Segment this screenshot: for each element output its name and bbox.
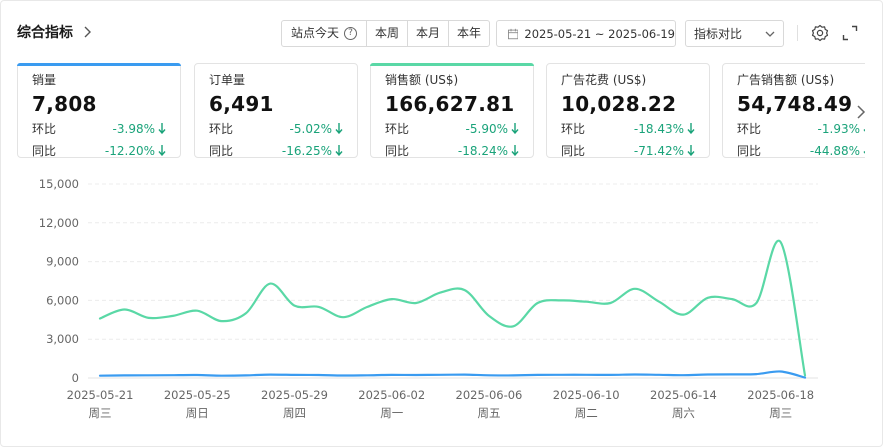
x-tick-weekday: 周三: [769, 406, 792, 420]
card-mom-row: 环比 -5.02%: [209, 120, 357, 137]
range-today-button[interactable]: 站点今天 ?: [282, 21, 366, 46]
card-yoy-value: -18.24%: [457, 143, 508, 158]
arrow-down-icon: [863, 129, 865, 132]
card-yoy-value: -71.42%: [633, 143, 684, 158]
card-value: 54,748.49: [737, 92, 853, 116]
x-tick-label: 2025-06-02: [358, 388, 425, 402]
card-yoy-row: 同比 -44.88%: [737, 142, 865, 159]
x-tick-label: 2025-06-10: [553, 388, 620, 402]
chevron-down-icon: [765, 31, 775, 37]
x-tick-weekday: 周一: [380, 406, 403, 420]
card-mom-row: 环比 -3.98%: [32, 120, 180, 137]
card-yoy-value: -44.88%: [809, 143, 860, 158]
x-tick-label: 2025-06-06: [456, 388, 523, 402]
help-icon[interactable]: ?: [344, 27, 358, 40]
gear-icon[interactable]: [811, 24, 829, 42]
toolbar-divider: [797, 25, 798, 41]
range-year-button[interactable]: 本年: [448, 21, 489, 46]
arrow-down-icon: [158, 123, 166, 134]
card-mom-value: -18.43%: [633, 121, 684, 136]
compare-select-value: 指标对比: [694, 27, 743, 41]
card-yoy-row: 同比 -12.20%: [32, 142, 180, 159]
series-line-0: [98, 239, 807, 377]
card-mom-row: 环比 -5.90%: [385, 120, 533, 137]
y-tick-label: 6,000: [46, 293, 79, 307]
card-label: 广告花费 (US$): [561, 73, 647, 87]
y-tick-label: 3,000: [46, 332, 79, 346]
x-tick-label: 2025-06-18: [747, 388, 814, 402]
card-mom-row: 环比 -1.93%: [737, 120, 865, 137]
date-range-picker[interactable]: 2025-05-21 ~ 2025-06-19: [496, 20, 676, 47]
card-mom-value: -5.02%: [289, 121, 332, 136]
arrow-down-icon: [863, 151, 865, 154]
x-tick-label: 2025-05-29: [261, 388, 328, 402]
card-yoy-value: -12.20%: [104, 143, 155, 158]
time-range-selector: 站点今天 ? 本周 本月 本年: [281, 20, 491, 47]
metric-card-sales-amount[interactable]: 销售额 (US$) 166,627.81 环比 -5.90% 同比 -18.24…: [370, 63, 534, 158]
y-tick-label: 15,000: [39, 177, 79, 191]
card-value: 166,627.81: [385, 92, 515, 116]
x-tick-weekday: 周五: [477, 406, 500, 420]
x-tick-weekday: 周二: [575, 406, 598, 420]
arrow-down-icon: [687, 145, 695, 156]
x-tick-label: 2025-06-14: [650, 388, 717, 402]
card-mom-row: 环比 -18.43%: [561, 120, 709, 137]
range-month-button[interactable]: 本月: [407, 21, 448, 46]
range-week-button[interactable]: 本周: [366, 21, 407, 46]
x-tick-weekday: 周四: [283, 406, 306, 420]
chevron-right-icon[interactable]: [855, 103, 867, 121]
panel-title: 综合指标: [17, 25, 73, 41]
y-tick-label: 9,000: [46, 255, 79, 269]
metric-card-ad-sales[interactable]: 广告销售额 (US$) 54,748.49 环比 -1.93% 同比 -44.8…: [722, 63, 865, 158]
card-label: 订单量: [209, 73, 246, 87]
card-mom-value: -1.93%: [817, 121, 860, 136]
card-value: 10,028.22: [561, 92, 677, 116]
x-tick-weekday: 周六: [672, 406, 695, 420]
series-line-1: [98, 370, 807, 379]
arrow-down-icon: [335, 123, 343, 134]
card-accent-bar: [17, 63, 181, 66]
metric-card-orders[interactable]: 订单量 6,491 环比 -5.02% 同比 -16.25%: [194, 63, 358, 158]
card-value: 7,808: [32, 92, 97, 116]
arrow-down-icon: [335, 145, 343, 156]
card-label: 广告销售额 (US$): [737, 73, 835, 87]
card-yoy-value: -16.25%: [281, 143, 332, 158]
metric-card-ad-spend[interactable]: 广告花费 (US$) 10,028.22 环比 -18.43% 同比 -71.4…: [546, 63, 710, 158]
arrow-down-icon: [511, 123, 519, 134]
line-chart: 15,000 12,000 9,000 6,000 3,000 0 2025-05-21 周三…: [39, 177, 818, 420]
calendar-icon: [508, 28, 519, 39]
y-tick-label: 12,000: [39, 216, 79, 230]
x-tick-weekday: 周三: [89, 406, 112, 420]
compare-select[interactable]: 指标对比: [685, 20, 784, 47]
card-value: 6,491: [209, 92, 274, 116]
metric-card-sales-qty[interactable]: 销量 7,808 环比 -3.98% 同比 -12.20%: [17, 63, 181, 158]
expand-icon[interactable]: [842, 25, 858, 41]
chevron-right-icon: [84, 26, 91, 38]
card-mom-value: -5.90%: [465, 121, 508, 136]
arrow-down-icon: [158, 145, 166, 156]
metric-cards: 销量 7,808 环比 -3.98% 同比 -12.20% 订单量 6,491 …: [17, 63, 865, 160]
y-tick-label: 0: [72, 371, 79, 385]
card-yoy-row: 同比 -71.42%: [561, 142, 709, 159]
card-label: 销量: [32, 73, 57, 87]
date-range-text: 2025-05-21 ~ 2025-06-19: [524, 26, 675, 41]
x-tick-label: 2025-05-21: [67, 388, 134, 402]
card-label: 销售额 (US$): [385, 73, 459, 87]
panel-title-link[interactable]: 综合指标: [17, 22, 93, 42]
card-accent-bar: [370, 63, 534, 66]
card-mom-value: -3.98%: [112, 121, 155, 136]
card-yoy-row: 同比 -18.24%: [385, 142, 533, 159]
arrow-down-icon: [511, 145, 519, 156]
card-yoy-row: 同比 -16.25%: [209, 142, 357, 159]
x-tick-label: 2025-05-25: [164, 388, 231, 402]
arrow-down-icon: [687, 123, 695, 134]
x-tick-weekday: 周日: [186, 406, 209, 420]
